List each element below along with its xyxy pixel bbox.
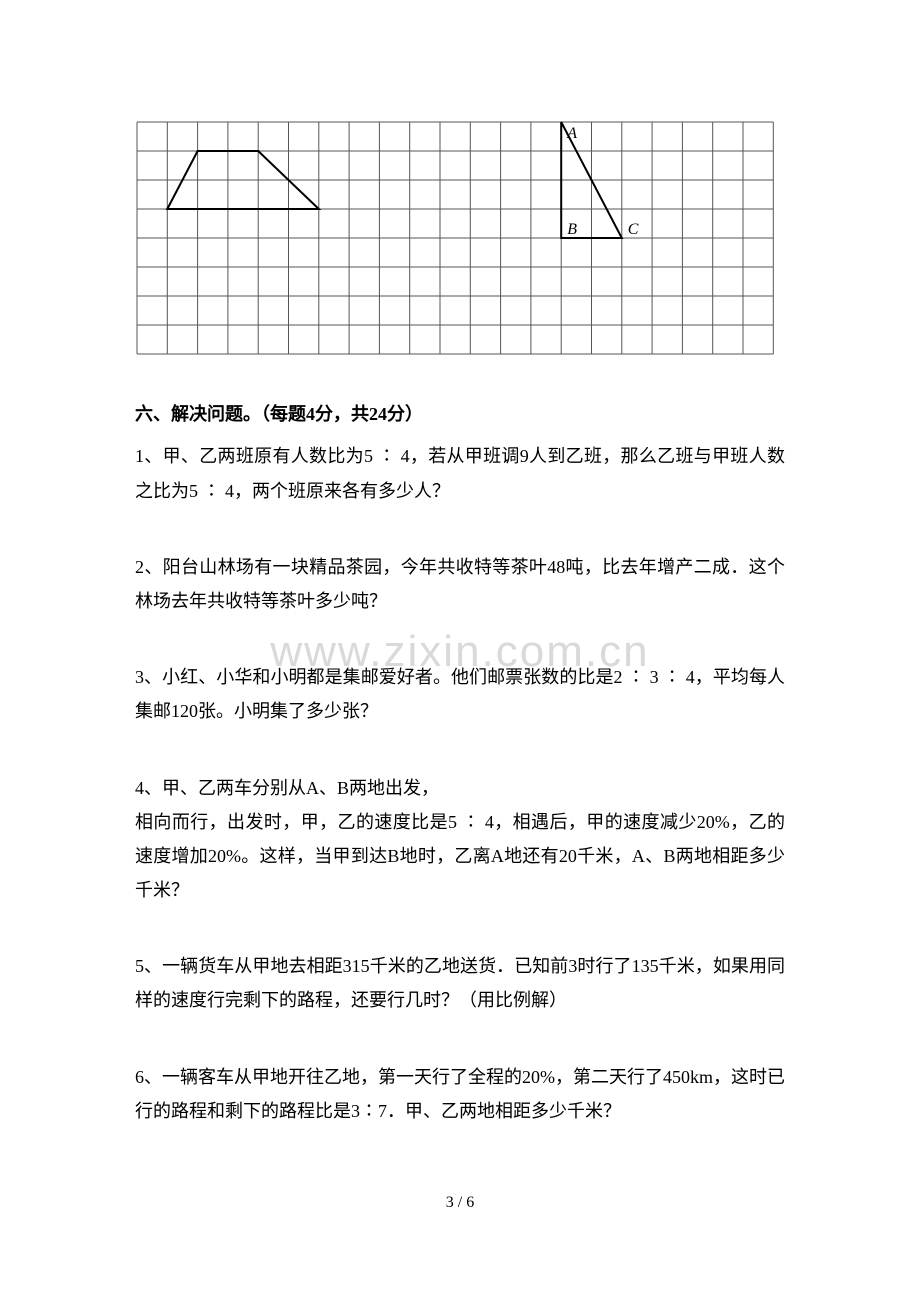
section-heading: 六、解决问题。（每题4分，共24分） <box>135 397 785 431</box>
problem-2: 2、阳台山林场有一块精品茶园，今年共收特等茶叶48吨，比去年增产二成．这个林场去… <box>135 550 785 618</box>
grid-svg: A B C <box>135 120 775 356</box>
page-number: 3 / 6 <box>135 1188 785 1218</box>
problem-4-line: 相向而行，出发时，甲，乙的速度比是5 ∶ 4，相遇后，甲的速度减少20%，乙的速… <box>135 812 785 900</box>
triangle-label-c: C <box>628 221 639 238</box>
triangle-label-a: A <box>566 125 577 142</box>
problem-6: 6、一辆客车从甲地开往乙地，第一天行了全程的20%，第二天行了450km，这时已… <box>135 1060 785 1128</box>
triangle-label-b: B <box>567 221 577 238</box>
problem-4-line: 4、甲、乙两车分别从A、B两地出发， <box>135 778 439 798</box>
problem-3: 3、小红、小华和小明都是集邮爱好者。他们邮票张数的比是2 ∶ 3 ∶ 4，平均每… <box>135 660 785 728</box>
problem-5: 5、一辆货车从甲地去相距315千米的乙地送货．已知前3时行了135千米，如果用同… <box>135 949 785 1017</box>
grid-figure: A B C <box>135 120 785 367</box>
problem-1: 1、甲、乙两班原有人数比为5 ∶ 4，若从甲班调9人到乙班，那么乙班与甲班人数之… <box>135 439 785 507</box>
problem-4: 4、甲、乙两车分别从A、B两地出发， 相向而行，出发时，甲，乙的速度比是5 ∶ 4… <box>135 771 785 908</box>
